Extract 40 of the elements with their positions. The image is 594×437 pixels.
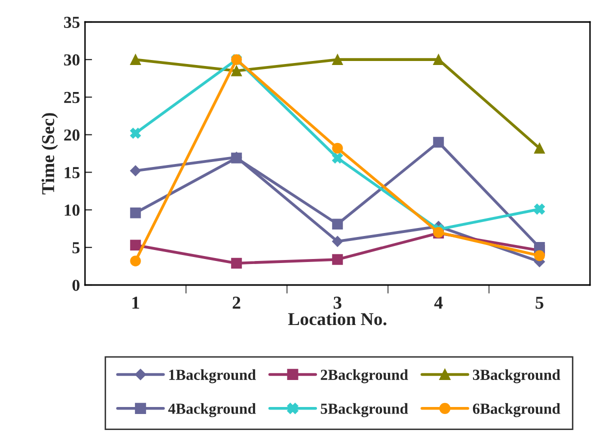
point: [332, 152, 343, 164]
legend-label: 4Background: [168, 403, 256, 418]
point: [332, 142, 343, 154]
point: [130, 240, 141, 251]
point: [332, 254, 343, 265]
point: [231, 258, 242, 269]
point: [332, 218, 343, 230]
point: [534, 204, 545, 214]
legend-label: 2Background: [320, 369, 408, 384]
legend-label: 6Background: [472, 403, 560, 418]
point: [130, 54, 141, 65]
point: [534, 142, 545, 154]
x-tick-label: 1: [132, 296, 140, 309]
y-axis-title: Time (Sec): [42, 113, 58, 194]
y-tick-label: 35: [64, 16, 80, 28]
y-tick-label: 5: [72, 242, 80, 254]
y-tick-label: 15: [64, 167, 80, 178]
y-tick-label: 20: [64, 129, 80, 141]
point: [534, 250, 545, 262]
point: [332, 54, 343, 65]
point: [433, 136, 444, 148]
x-tick-label: 4: [434, 296, 443, 309]
y-tick-label: 25: [64, 92, 80, 104]
x-axis-title: Location No.: [288, 312, 386, 326]
point: [130, 128, 141, 139]
point: [130, 165, 141, 176]
point: [433, 54, 444, 65]
point: [130, 256, 141, 266]
y-tick-label: 0: [72, 280, 80, 291]
legend-label: 1Background: [169, 369, 256, 384]
x-tick-label: 2: [232, 296, 240, 309]
point: [130, 207, 141, 218]
x-tick-label: 5: [536, 296, 544, 309]
point: [332, 236, 343, 247]
legend-label: 3Background: [472, 369, 560, 384]
legend-label: 5Background: [320, 403, 408, 418]
x-tick-label: 3: [334, 296, 342, 309]
y-tick-label: 30: [64, 54, 80, 66]
point: [231, 65, 242, 76]
y-tick-label: 10: [64, 204, 80, 216]
